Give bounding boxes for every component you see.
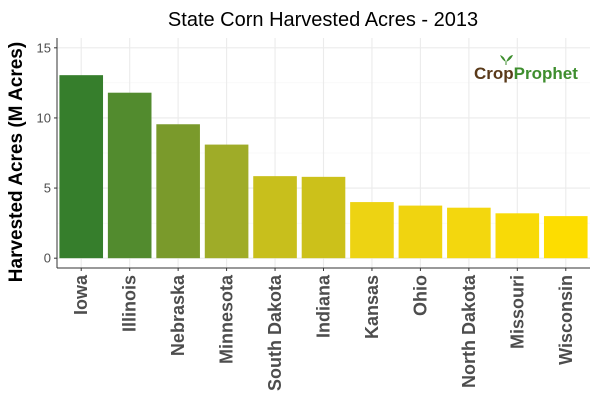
sprout-icon xyxy=(500,55,513,65)
x-tick-label: Kansas xyxy=(362,275,382,339)
x-tick-label: Illinois xyxy=(120,275,140,332)
y-tick-label: 5 xyxy=(44,181,51,196)
bar-ohio xyxy=(398,205,443,259)
x-tick-label: Indiana xyxy=(314,274,334,338)
y-tick-label: 15 xyxy=(37,40,51,55)
bar-minnesota xyxy=(204,144,249,259)
x-tick-label: Wisconsin xyxy=(556,275,576,365)
cropprophet-logo: CropProphet xyxy=(474,55,578,83)
x-tick-label: Ohio xyxy=(410,275,430,316)
x-tick-label: Missouri xyxy=(507,275,527,349)
logo-prophet-text: Prophet xyxy=(514,64,579,83)
x-tick-label: Nebraska xyxy=(168,274,188,356)
bar-missouri xyxy=(495,213,540,259)
plot-area: 0 5 10 15 Iowa Illinois Nebraska Minnesota South… xyxy=(37,38,590,391)
bar-iowa xyxy=(59,75,104,259)
y-tick-label: 0 xyxy=(44,251,51,266)
x-tick-label: South Dakota xyxy=(265,274,285,391)
bar-south-dakota xyxy=(253,176,297,259)
y-axis-label: Harvested Acres (M Acres) xyxy=(6,42,27,282)
bar-nebraska xyxy=(156,124,200,259)
bar-indiana xyxy=(301,176,346,259)
bar-wisconsin xyxy=(543,216,588,259)
x-tick-label: North Dakota xyxy=(459,274,479,388)
chart-title: State Corn Harvested Acres - 2013 xyxy=(168,9,478,31)
x-tick-label: Minnesota xyxy=(217,274,237,364)
logo-crop-text: Crop xyxy=(474,64,514,83)
logo-text: CropProphet xyxy=(474,64,578,83)
bar-north-dakota xyxy=(447,207,491,259)
bar-illinois xyxy=(107,92,152,259)
y-tick-label: 10 xyxy=(37,110,51,125)
bar-kansas xyxy=(350,202,394,259)
x-tick-label: Iowa xyxy=(71,274,91,315)
